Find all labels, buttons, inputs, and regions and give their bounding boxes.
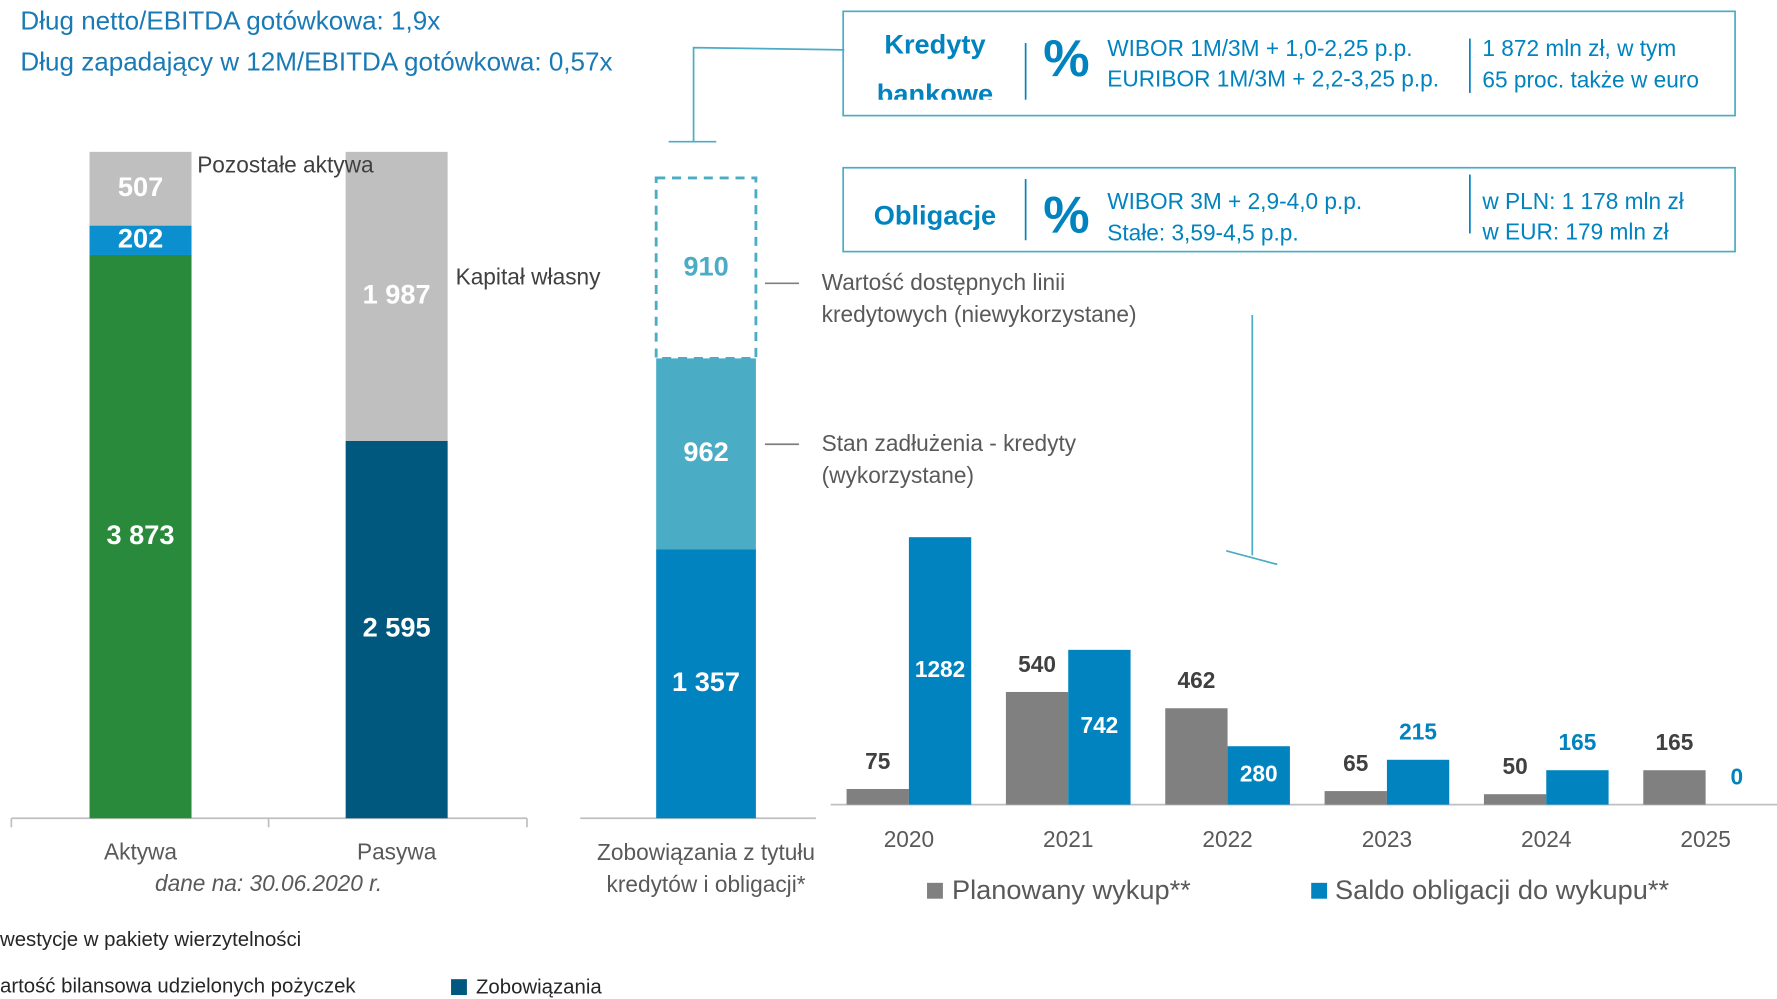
legend-label: artość bilansowa udzielonych pożyczek [0,975,356,997]
rate: WIBOR 1M/3M + 1,0-2,25 p.p. [1107,35,1412,61]
bar-segment [345,440,448,819]
value-label: 742 [1080,712,1118,738]
value-label: 910 [683,250,728,281]
bar-segment [654,176,758,360]
value-label: 50 [1502,753,1527,779]
value-label: 507 [118,171,163,202]
rate: WIBOR 3M + 2,9-4,0 p.p. [1107,188,1362,214]
series-label: Pozostałe aktywa [197,152,374,178]
series-label-box: Pozostałe aktywa [197,152,374,178]
category-label: Aktywa [104,838,177,864]
bar [1643,770,1706,805]
value-label: 1282 [915,656,965,682]
info-box [842,166,1736,253]
value-label: 75 [865,748,890,774]
percent-icon: % [1043,186,1089,244]
bar-segment [89,151,192,226]
value-label: 540 [1018,651,1056,677]
series-label: Kapitał własny [455,265,601,291]
rate: EURIBOR 1M/3M + 2,2-3,25 p.p. [1107,65,1439,91]
info-box [842,10,1736,117]
legend-swatch [1311,882,1328,899]
series-label-box: Stan zadłużenia - kredyty (wykorzystane) [821,431,1077,489]
legend-swatch [451,979,467,996]
value-label: 65 [1343,750,1368,776]
value-label: 1 987 [363,279,431,310]
bar [846,788,909,805]
series-label-box: Wartość dostępnych linii kredytowych (ni… [821,270,1137,328]
value-label: 962 [683,436,728,467]
value-label: 462 [1178,667,1216,693]
box-title: Obligacje [873,200,997,232]
x-tick-label: 2020 [884,826,934,852]
bar [1324,791,1387,805]
header-line: Dług zapadający w 12M/EBITDA gotówkowa: … [20,46,612,76]
bar [1165,708,1228,805]
category-label: Zobowiązania z tytułu kredytów i obligac… [597,840,816,898]
bar-segment [345,151,448,441]
box-title: Kredyty bankowe [876,29,994,100]
bar [1227,746,1290,805]
value-label: 3 873 [107,519,175,550]
amount: w EUR: 179 mln zł [1481,218,1668,244]
bar [1483,794,1547,805]
box-title-box: Obligacje [873,200,997,232]
connector [692,46,845,142]
bar [1546,770,1609,805]
amount: w PLN: 1 178 mln zł [1481,188,1683,214]
legend-swatch [927,882,943,899]
bar [1386,759,1450,805]
bar-segment [656,358,756,550]
value-label: 0 [1730,764,1743,790]
header-line: Dług netto/EBITDA gotówkowa: 1,9x [20,6,440,36]
amount: 65 proc. także w euro [1482,67,1699,93]
category-label: Pasywa [357,838,437,864]
rate: Stałe: 3,59-4,5 p.p. [1107,220,1298,246]
x-tick-label: 2021 [1043,826,1093,852]
x-tick-label: 2025 [1680,826,1730,852]
bar [1005,691,1069,805]
box-title-box: Kredyty bankowe [876,29,994,100]
value-label: 165 [1559,729,1597,755]
bar [908,537,972,805]
value-label: 280 [1240,760,1278,786]
legend-label: westycje w pakiety wierzytelności [0,929,301,951]
bar-segment [656,549,756,819]
x-tick-label: 2022 [1202,826,1252,852]
bar-segment [89,254,192,819]
amount: 1 872 mln zł, w tym [1482,35,1676,61]
connector [1226,549,1278,566]
value-label: 215 [1399,719,1437,745]
bar [1068,649,1131,805]
x-tick-label: 2024 [1521,826,1571,852]
percent-icon: % [1043,30,1089,88]
x-tick-label: 2023 [1362,826,1412,852]
category-label-box: Zobowiązania z tytułu kredytów i obligac… [597,840,816,898]
series-label-box: Kapitał własny [455,265,601,291]
legend-label: Planowany wykup** [952,874,1191,905]
bar-segment [89,225,192,255]
legend-label: Zobowiązania [476,977,602,999]
legend-label: Saldo obligacji do wykupu** [1335,874,1669,905]
note: dane na: 30.06.2020 r. [155,870,382,896]
value-label: 1 357 [672,666,740,697]
series-label: Wartość dostępnych linii kredytowych (ni… [821,270,1137,328]
value-label: 165 [1656,729,1694,755]
series-label: Stan zadłużenia - kredyty (wykorzystane) [821,431,1077,489]
value-label: 2 595 [363,612,431,643]
value-label: 202 [118,222,163,253]
